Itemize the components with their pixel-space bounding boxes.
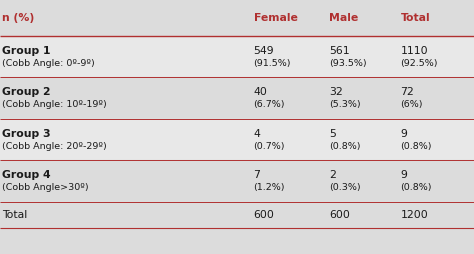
Text: (0.8%): (0.8%)	[401, 142, 432, 151]
Text: 600: 600	[329, 210, 350, 220]
Bar	[0, 36, 474, 77]
Text: (0.8%): (0.8%)	[401, 183, 432, 192]
Text: 40: 40	[254, 87, 267, 97]
Text: Total: Total	[401, 13, 430, 23]
Bar	[0, 160, 474, 202]
Text: 4: 4	[254, 129, 261, 139]
Text: n (%): n (%)	[2, 13, 35, 23]
Text: Total: Total	[2, 210, 27, 220]
Text: (6.7%): (6.7%)	[254, 100, 285, 109]
Text: (0.7%): (0.7%)	[254, 142, 285, 151]
Bar	[0, 0, 474, 36]
Text: Male: Male	[329, 13, 359, 23]
Text: (91.5%): (91.5%)	[254, 59, 291, 68]
Text: (6%): (6%)	[401, 100, 423, 109]
Text: (1.2%): (1.2%)	[254, 183, 285, 192]
Text: 561: 561	[329, 46, 350, 56]
Text: 32: 32	[329, 87, 343, 97]
Bar	[0, 119, 474, 160]
Text: (0.8%): (0.8%)	[329, 142, 361, 151]
Text: (0.3%): (0.3%)	[329, 183, 361, 192]
Text: (92.5%): (92.5%)	[401, 59, 438, 68]
Text: (93.5%): (93.5%)	[329, 59, 367, 68]
Bar	[0, 77, 474, 119]
Text: 72: 72	[401, 87, 414, 97]
Text: (Cobb Angle: 20º-29º): (Cobb Angle: 20º-29º)	[2, 142, 107, 151]
Text: 7: 7	[254, 170, 261, 180]
Text: (Cobb Angle: 10º-19º): (Cobb Angle: 10º-19º)	[2, 100, 107, 109]
Text: Group 2: Group 2	[2, 87, 51, 97]
Text: (Cobb Angle: 0º-9º): (Cobb Angle: 0º-9º)	[2, 59, 95, 68]
Text: Group 3: Group 3	[2, 129, 51, 139]
Text: 5: 5	[329, 129, 337, 139]
Text: (5.3%): (5.3%)	[329, 100, 361, 109]
Text: 2: 2	[329, 170, 337, 180]
Text: 1200: 1200	[401, 210, 428, 220]
Bar	[0, 202, 474, 228]
Text: Group 1: Group 1	[2, 46, 51, 56]
Text: Group 4: Group 4	[2, 170, 51, 180]
Text: 600: 600	[254, 210, 274, 220]
Text: 9: 9	[401, 129, 408, 139]
Text: (Cobb Angle>30º): (Cobb Angle>30º)	[2, 183, 89, 192]
Text: 549: 549	[254, 46, 274, 56]
Text: 9: 9	[401, 170, 408, 180]
Text: 1110: 1110	[401, 46, 428, 56]
Text: Female: Female	[254, 13, 298, 23]
